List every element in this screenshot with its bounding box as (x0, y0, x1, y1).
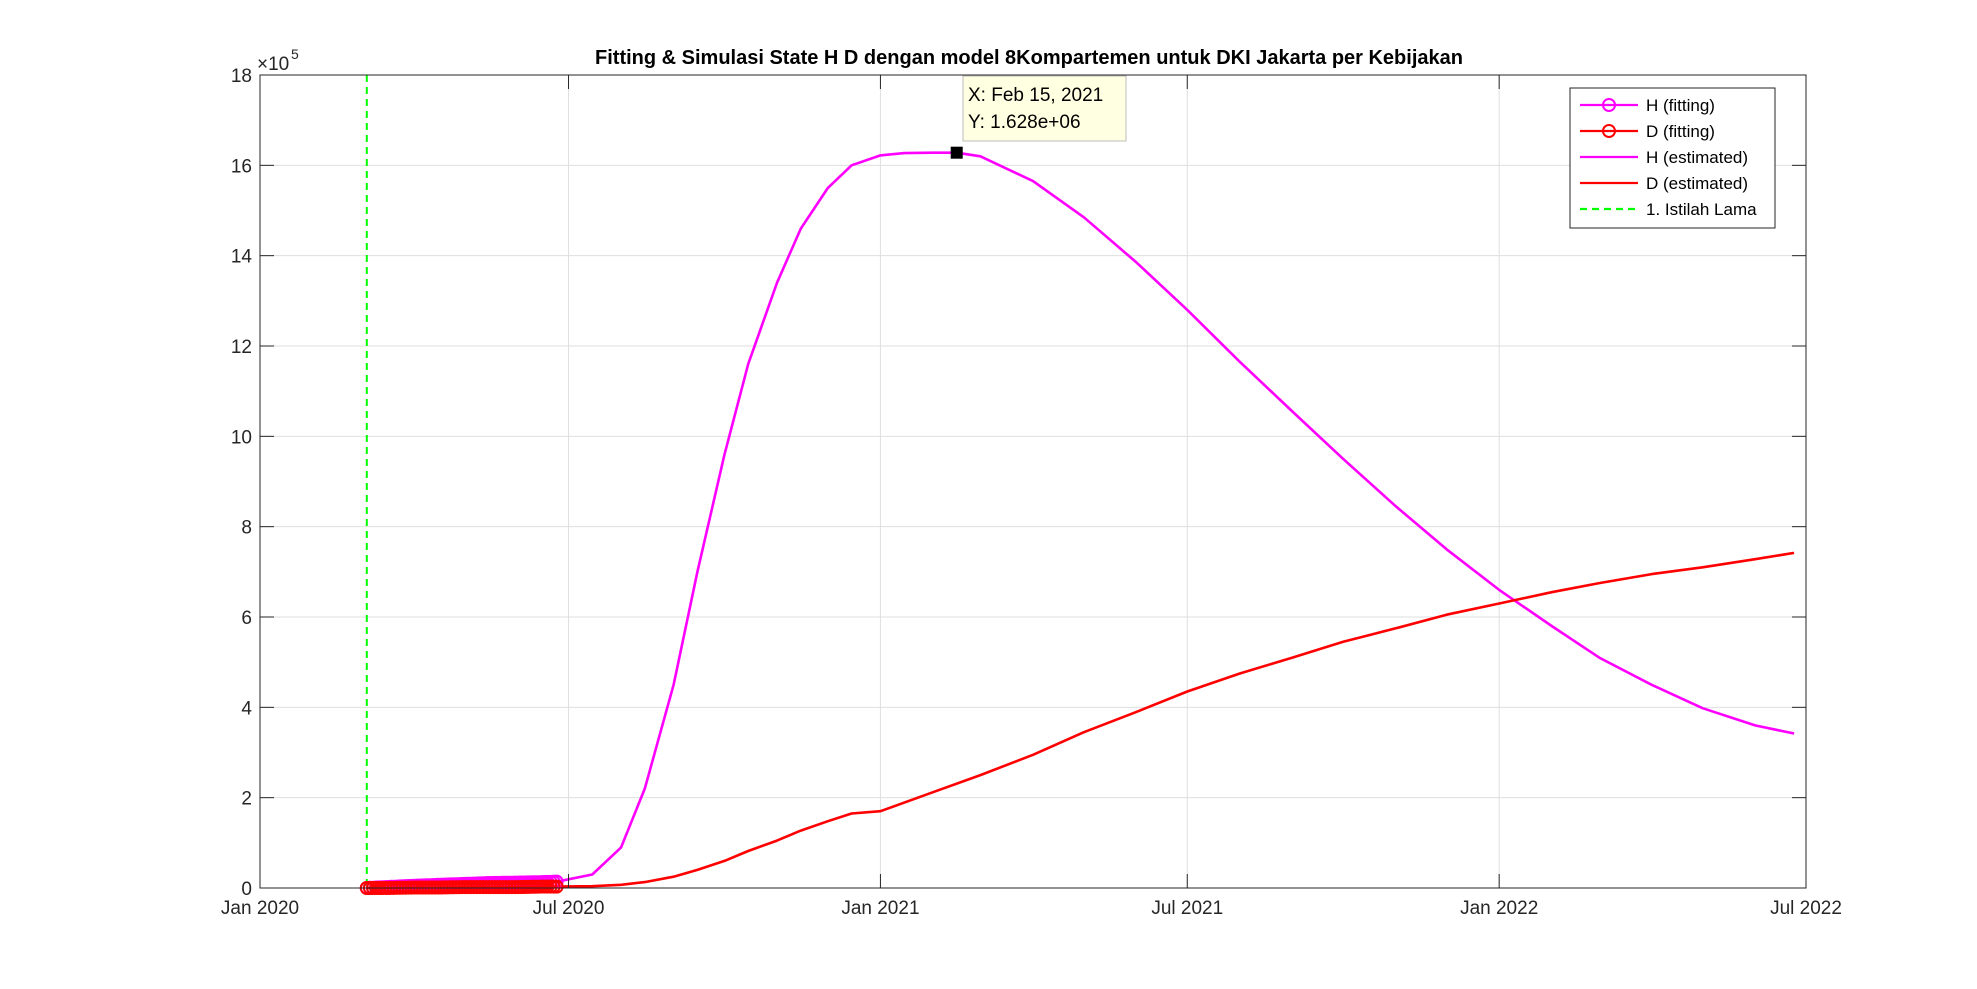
legend-item[interactable]: D (estimated) (1580, 174, 1748, 193)
y-axis-exponent-power: 5 (291, 46, 299, 62)
legend-item[interactable]: H (fitting) (1580, 96, 1715, 115)
axes-box (260, 75, 1806, 888)
series-line-d-estimated- (556, 551, 1795, 888)
y-tick-label: 2 (241, 789, 252, 810)
legend-item[interactable]: 1. Istilah Lama (1580, 200, 1757, 219)
y-tick-label: 8 (241, 518, 252, 539)
y-axis-exponent-base: ×10 (257, 54, 289, 75)
tick-marks (259, 74, 1807, 889)
tick-labels: 0 2 4 6 8 10 12 14 16 18 Jan 2020 Jul 2020 Jan 2021 J… (221, 66, 1842, 919)
legend-label: D (estimated) (1646, 174, 1748, 193)
datatip[interactable]: X: Feb 15, 2021 Y: 1.628e+06 (950, 75, 1127, 159)
legend-marker (1602, 98, 1616, 112)
chart-title: Fitting & Simulasi State H D dengan mode… (595, 47, 1463, 69)
y-tick-label: 18 (231, 66, 252, 87)
datatip-x-text: X: Feb 15, 2021 (968, 85, 1103, 106)
x-tick-label: Jul 2021 (1151, 898, 1223, 919)
plot-area: 0 2 4 6 8 10 12 14 16 18 Jan 2020 Jul 2020 Jan 2021 J… (221, 66, 1842, 919)
legend[interactable]: H (fitting) D (fitting) H (estimated) D (es… (1569, 87, 1776, 229)
axes-border (259, 74, 1807, 889)
legend-marker (1602, 124, 1616, 138)
x-tick-label: Jan 2020 (221, 898, 299, 919)
x-tick-label: Jan 2022 (1460, 898, 1538, 919)
legend-label: D (fitting) (1646, 122, 1715, 141)
y-tick-label: 4 (241, 698, 252, 719)
y-tick-label: 14 (231, 247, 253, 268)
y-axis-exponent: ×10 5 (257, 46, 299, 75)
series-line-h-estimated- (556, 151, 1795, 883)
y-tick-label: 16 (231, 156, 252, 177)
y-tick-label: 0 (241, 879, 252, 900)
y-tick-label: 10 (231, 427, 252, 448)
legend-label: H (estimated) (1646, 148, 1748, 167)
x-tick-label: Jan 2021 (841, 898, 919, 919)
datatip-marker[interactable] (950, 146, 963, 159)
legend-label: H (fitting) (1646, 96, 1715, 115)
y-tick-label: 12 (231, 337, 252, 358)
x-tick-label: Jul 2020 (533, 898, 605, 919)
x-tick-label: Jul 2022 (1770, 898, 1842, 919)
datatip-box (962, 75, 1127, 142)
series-d-fitting- (359, 879, 564, 895)
datatip-y-text: Y: 1.628e+06 (968, 112, 1081, 133)
y-tick-label: 6 (241, 608, 252, 629)
legend-item[interactable]: D (fitting) (1580, 122, 1715, 141)
legend-label: 1. Istilah Lama (1646, 200, 1757, 219)
series-marker (549, 879, 564, 894)
legend-item[interactable]: H (estimated) (1580, 148, 1748, 167)
